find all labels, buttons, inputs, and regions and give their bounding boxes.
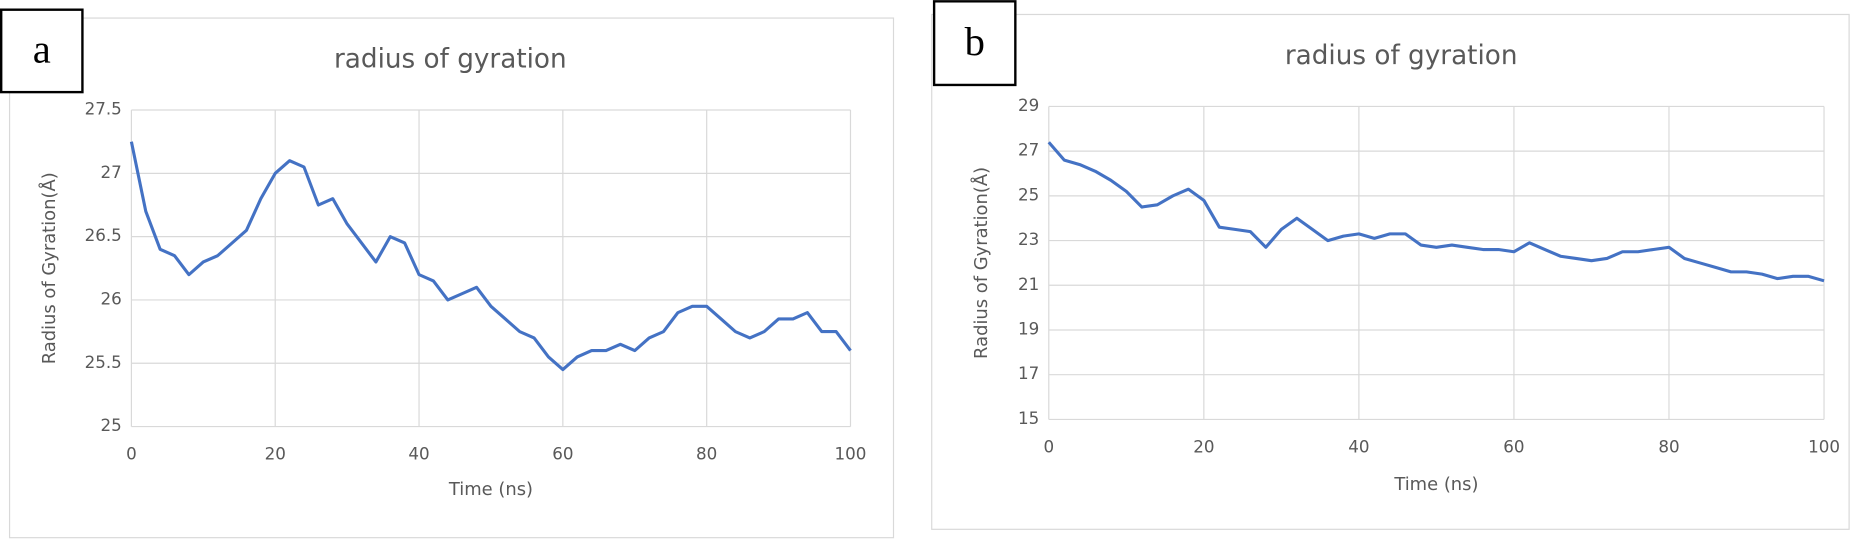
y-tick-label: 25.5 — [85, 352, 122, 372]
panel-label: a — [33, 27, 51, 72]
y-tick-label: 25 — [1018, 184, 1039, 204]
x-tick-label: 100 — [835, 444, 867, 464]
x-tick-label: 0 — [1043, 437, 1054, 457]
x-tick-label: 80 — [1658, 437, 1679, 457]
y-tick-label: 23 — [1018, 229, 1039, 249]
chart-title: radius of gyration — [1285, 41, 1518, 71]
chart-title: radius of gyration — [334, 44, 567, 74]
x-axis-label: Time (ns) — [448, 479, 533, 500]
data-line — [129, 141, 852, 372]
y-tick-label: 25 — [101, 415, 122, 435]
x-axis-label: Time (ns) — [1393, 474, 1478, 495]
y-tick-label: 27 — [1018, 140, 1039, 160]
chart-frame — [8, 17, 895, 539]
y-axis-label: Radius of Gyration(Å) — [38, 172, 60, 364]
chart-frame — [931, 13, 1850, 530]
y-tick-label: 27.5 — [85, 99, 122, 119]
data-line — [1047, 141, 1825, 283]
x-tick-label: 20 — [1193, 437, 1214, 457]
panel-label-box — [0, 8, 84, 94]
y-tick-label: 15 — [1018, 408, 1039, 428]
y-tick-label: 29 — [1018, 95, 1039, 115]
x-tick-label: 0 — [126, 444, 137, 464]
y-tick-label: 26.5 — [85, 225, 122, 245]
y-axis-label: Radius of Gyration(Å) — [970, 167, 992, 359]
panel-label: b — [965, 19, 985, 64]
y-tick-label: 19 — [1018, 318, 1039, 338]
y-tick-label: 26 — [101, 288, 122, 308]
panel-label-box — [932, 0, 1017, 87]
x-tick-label: 100 — [1808, 437, 1840, 457]
y-tick-label: 17 — [1018, 363, 1039, 383]
x-tick-label: 40 — [408, 444, 429, 464]
x-tick-label: 40 — [1348, 437, 1369, 457]
y-tick-label: 27 — [101, 162, 122, 182]
x-tick-label: 60 — [552, 444, 573, 464]
x-tick-label: 20 — [265, 444, 286, 464]
x-tick-label: 60 — [1503, 437, 1524, 457]
x-tick-label: 80 — [696, 444, 717, 464]
y-tick-label: 21 — [1018, 274, 1039, 294]
